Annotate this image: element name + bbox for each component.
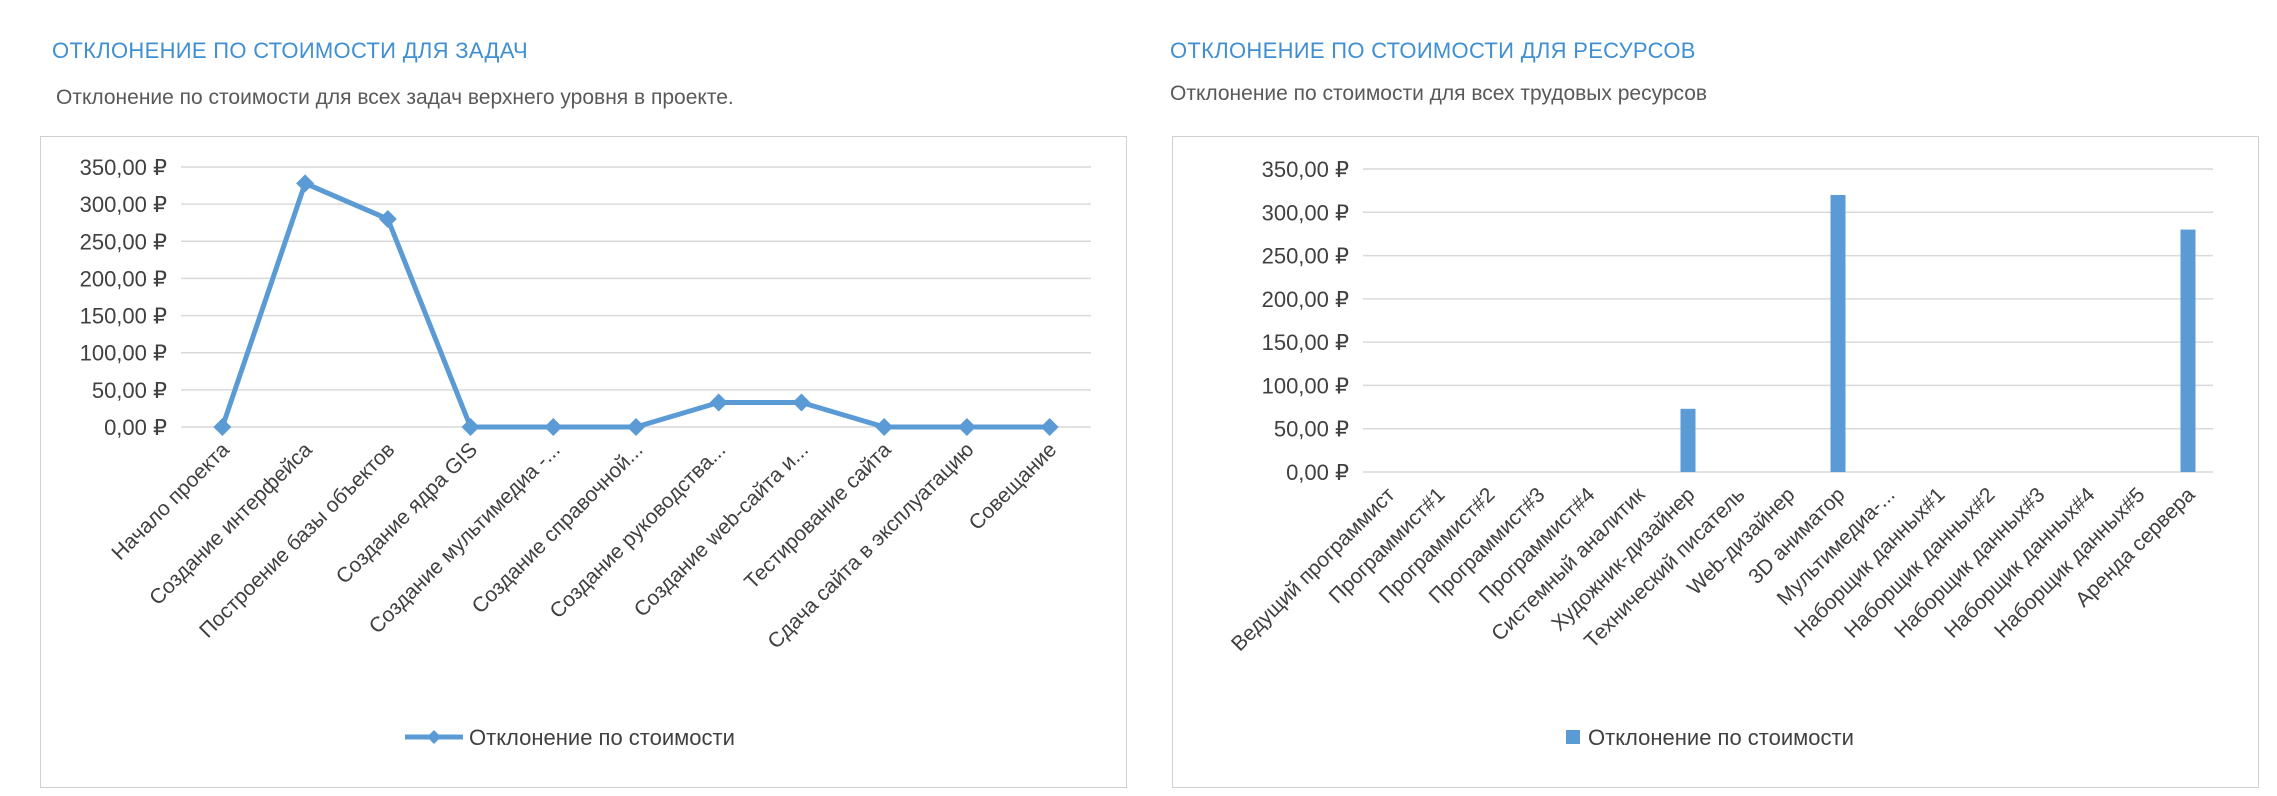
x-tick-label: Создание руководства... <box>546 438 731 623</box>
left-chart-box: 0,00 ₽ 50,00 ₽ 100,00 ₽ 150,00 ₽ 200,00 ₽ 250… <box>40 136 1127 788</box>
y-tick-label: 200,00 ₽ <box>80 266 167 291</box>
data-point-marker <box>957 418 976 436</box>
right-chart-box: 0,00 ₽ 50,00 ₽ 100,00 ₽ 150,00 ₽ 200,00 ₽ 250… <box>1172 136 2259 788</box>
y-tick-label: 250,00 ₽ <box>80 229 167 254</box>
y-tick-label: 100,00 ₽ <box>1262 373 1349 398</box>
legend-bar-marker <box>1566 730 1580 744</box>
y-tick-label: 300,00 ₽ <box>1262 200 1349 225</box>
y-tick-label: 0,00 ₽ <box>104 415 167 440</box>
y-tick-label: 50,00 ₽ <box>1274 417 1349 442</box>
bar <box>1830 194 1846 472</box>
data-point-marker <box>1040 418 1059 436</box>
x-tick-label: Создание web-сайта и... <box>630 438 813 621</box>
data-point-marker <box>544 418 563 436</box>
data-point-marker <box>296 174 315 193</box>
data-point-marker <box>709 393 728 412</box>
y-tick-label: 100,00 ₽ <box>80 341 167 366</box>
data-point-marker <box>378 210 397 228</box>
left-chart-title: ОТКЛОНЕНИЕ ПО СТОИМОСТИ ДЛЯ ЗАДАЧ <box>52 38 528 63</box>
data-point-marker <box>213 418 232 436</box>
bar <box>2180 229 2196 472</box>
x-tick-label: Совещание <box>965 438 1061 534</box>
y-tick-label: 150,00 ₽ <box>80 304 167 329</box>
y-tick-label: 300,00 ₽ <box>80 192 167 217</box>
y-tick-label: 350,00 ₽ <box>1262 157 1349 182</box>
y-tick-label: 200,00 ₽ <box>1262 287 1349 312</box>
x-tick-label: Создание ядра GIS <box>332 438 482 588</box>
task-cost-variance-line-chart: 0,00 ₽ 50,00 ₽ 100,00 ₽ 150,00 ₽ 200,00 ₽ 250… <box>80 155 1091 750</box>
x-tick-label: Создание справочной... <box>468 438 648 618</box>
resource-cost-variance-bar-chart: 0,00 ₽ 50,00 ₽ 100,00 ₽ 150,00 ₽ 200,00 ₽ 250… <box>1227 157 2213 750</box>
right-chart-subtitle: Отклонение по стоимости для всех трудовы… <box>1170 82 1708 105</box>
bar <box>1680 408 1696 472</box>
data-point-marker <box>461 418 480 436</box>
legend-diamond-marker <box>427 730 441 744</box>
y-tick-label: 150,00 ₽ <box>1262 330 1349 355</box>
y-tick-label: 250,00 ₽ <box>1262 244 1349 269</box>
data-point-marker <box>875 418 894 436</box>
data-point-marker <box>627 418 645 436</box>
legend-label: Отклонение по стоимости <box>1588 725 1854 750</box>
y-tick-label: 350,00 ₽ <box>80 155 167 180</box>
y-tick-label: 0,00 ₽ <box>1286 460 1349 485</box>
x-tick-label: Создание интерфейса <box>145 438 317 610</box>
left-chart-subtitle: Отклонение по стоимости для всех задач в… <box>56 86 734 109</box>
y-tick-label: 50,00 ₽ <box>92 378 167 403</box>
legend-label: Отклонение по стоимости <box>469 725 735 750</box>
right-chart-title: ОТКЛОНЕНИЕ ПО СТОИМОСТИ ДЛЯ РЕСУРСОВ <box>1170 38 1696 63</box>
x-tick-label: Тестирование сайта <box>740 438 896 594</box>
data-point-marker <box>792 393 811 412</box>
